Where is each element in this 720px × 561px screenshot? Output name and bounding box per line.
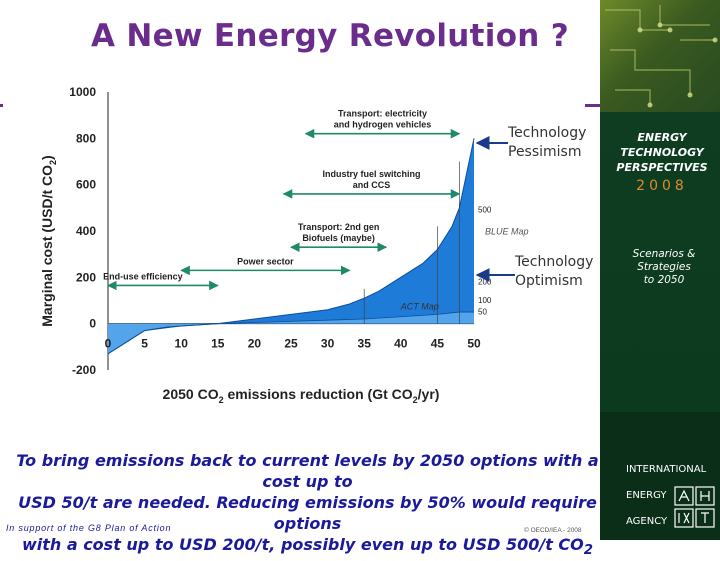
marginal-cost-chart: 1000 800 600 400 200 0 -200 0 5 10 15 20 25 30 35 40 45 5…	[39, 85, 529, 405]
y-tick-label-3: 400	[76, 224, 96, 238]
act-map-curve	[107, 311, 474, 355]
footer-caption-line3-text: with a cost up to USD 200/t, possibly ev…	[21, 535, 584, 554]
range-label-4-1: and hydrogen vehicles	[334, 120, 432, 130]
x-tick-label-4: 20	[248, 337, 262, 351]
x-tick-label-1: 5	[141, 337, 148, 351]
sidebar-panel: ENERGY TECHNOLOGY PERSPECTIVES 2008 Scen…	[600, 0, 720, 540]
etp-title-line1: ENERGY	[637, 131, 687, 144]
y-tick-label-0: 1000	[69, 85, 96, 99]
annotation-optimism-line2: Optimism	[515, 273, 583, 289]
x-axis-title-part-3: 2	[413, 395, 418, 405]
x-tick-label-8: 40	[394, 337, 408, 351]
etp-subtitle-line1: Scenarios &	[632, 248, 696, 260]
etp-subtitle: Scenarios & Strategies to 2050	[614, 248, 714, 287]
footer-caption-line2: USD 50/t are needed. Reducing emissions …	[18, 493, 597, 533]
etp-subtitle-line3: to 2050	[643, 274, 685, 286]
x-axis-title: 2050 CO2 emissions reduction (Gt CO2/yr)	[163, 386, 440, 405]
x-tick-label-2: 10	[175, 337, 189, 351]
slide-title: A New Energy Revolution ?	[90, 18, 570, 54]
etp-title: ENERGY TECHNOLOGY PERSPECTIVES	[604, 130, 720, 175]
y-tick-label-5: 0	[89, 317, 96, 331]
iea-line2: ENERGY	[626, 490, 667, 501]
y-axis-title-main: Marginal cost (USD/t CO	[39, 165, 55, 327]
y-tick-label-6: -200	[72, 363, 96, 377]
range-label-2-0: Transport: 2nd gen	[298, 222, 380, 232]
footer-caption-sub: 2	[583, 543, 594, 559]
range-label-1-0: Power sector	[237, 256, 294, 266]
sidebar-book-title-area	[600, 112, 720, 412]
range-label-3-1: and CCS	[353, 180, 391, 190]
range-label-2-1: Biofuels (maybe)	[302, 233, 375, 243]
blue-map-area	[108, 138, 474, 354]
blue-map-curve	[107, 138, 475, 355]
footer-copyright: © OECD/IEA - 2008	[524, 527, 582, 534]
etp-year: 2008	[636, 178, 688, 194]
footer-g8-note: In support of the G8 Plan of Action	[6, 523, 172, 533]
x-tick-label-3: 15	[211, 337, 225, 351]
x-axis-title-part-0: 2050 CO	[163, 386, 219, 402]
range-label-3-0: Industry fuel switching	[323, 169, 421, 179]
etp-subtitle-line2: Strategies	[637, 261, 691, 273]
x-tick-label-0: 0	[105, 337, 112, 351]
range-label-0-0: End-use efficiency	[103, 271, 183, 281]
sidebar-agency-area	[600, 412, 720, 540]
right-axis-label-1: 200	[478, 277, 492, 286]
footer-caption-line3: with a cost up to USD 200/t, possibly ev…	[0, 534, 615, 561]
footer-caption: To bring emissions back to current level…	[0, 450, 615, 561]
y-axis-title-end: )	[39, 155, 55, 160]
right-axis-label-0: 500	[478, 205, 492, 214]
iea-line1: INTERNATIONAL	[626, 464, 707, 475]
x-tick-label-6: 30	[321, 337, 335, 351]
y-axis-title-sub: 2	[48, 160, 58, 165]
circuit-pattern-icon	[605, 5, 718, 108]
y-tick-label-4: 200	[76, 270, 96, 284]
etp-title-line2: TECHNOLOGY	[620, 146, 704, 159]
right-axis-label-3: 50	[478, 307, 487, 316]
x-tick-label-10: 50	[467, 337, 481, 351]
x-tick-label-5: 25	[284, 337, 298, 351]
title-accent-left	[0, 104, 3, 107]
annotation-pessimism: Technology Pessimism	[508, 124, 586, 162]
y-tick-label-2: 600	[76, 178, 96, 192]
x-tick-label-9: 45	[431, 337, 445, 351]
y-axis-title: Marginal cost (USD/t CO2)	[39, 155, 58, 326]
series-label-act-map: ACT Map	[400, 301, 439, 311]
iea-line3: AGENCY	[626, 516, 668, 527]
annotation-optimism: Technology Optimism	[515, 253, 593, 291]
y-tick-label-1: 800	[76, 131, 96, 145]
iea-logo-icon	[674, 486, 715, 528]
series-label-blue-map: BLUE Map	[485, 226, 529, 236]
etp-title-line3: PERSPECTIVES	[616, 161, 708, 174]
x-axis-title-part-1: 2	[219, 395, 224, 405]
annotation-pessimism-line2: Pessimism	[508, 144, 582, 160]
annotation-optimism-line1: Technology	[515, 254, 594, 270]
x-axis-title-part-2: emissions reduction (Gt CO	[224, 386, 413, 402]
x-tick-label-7: 35	[358, 337, 372, 351]
range-label-4-0: Transport: electricity	[338, 109, 427, 119]
act-map-area	[108, 312, 474, 354]
footer-caption-line1: To bring emissions back to current level…	[16, 451, 599, 491]
x-axis-title-part-4: /yr)	[418, 386, 440, 402]
right-axis-label-2: 100	[478, 296, 492, 305]
annotation-pessimism-line1: Technology	[508, 125, 587, 141]
sidebar-cover-art	[600, 0, 720, 112]
